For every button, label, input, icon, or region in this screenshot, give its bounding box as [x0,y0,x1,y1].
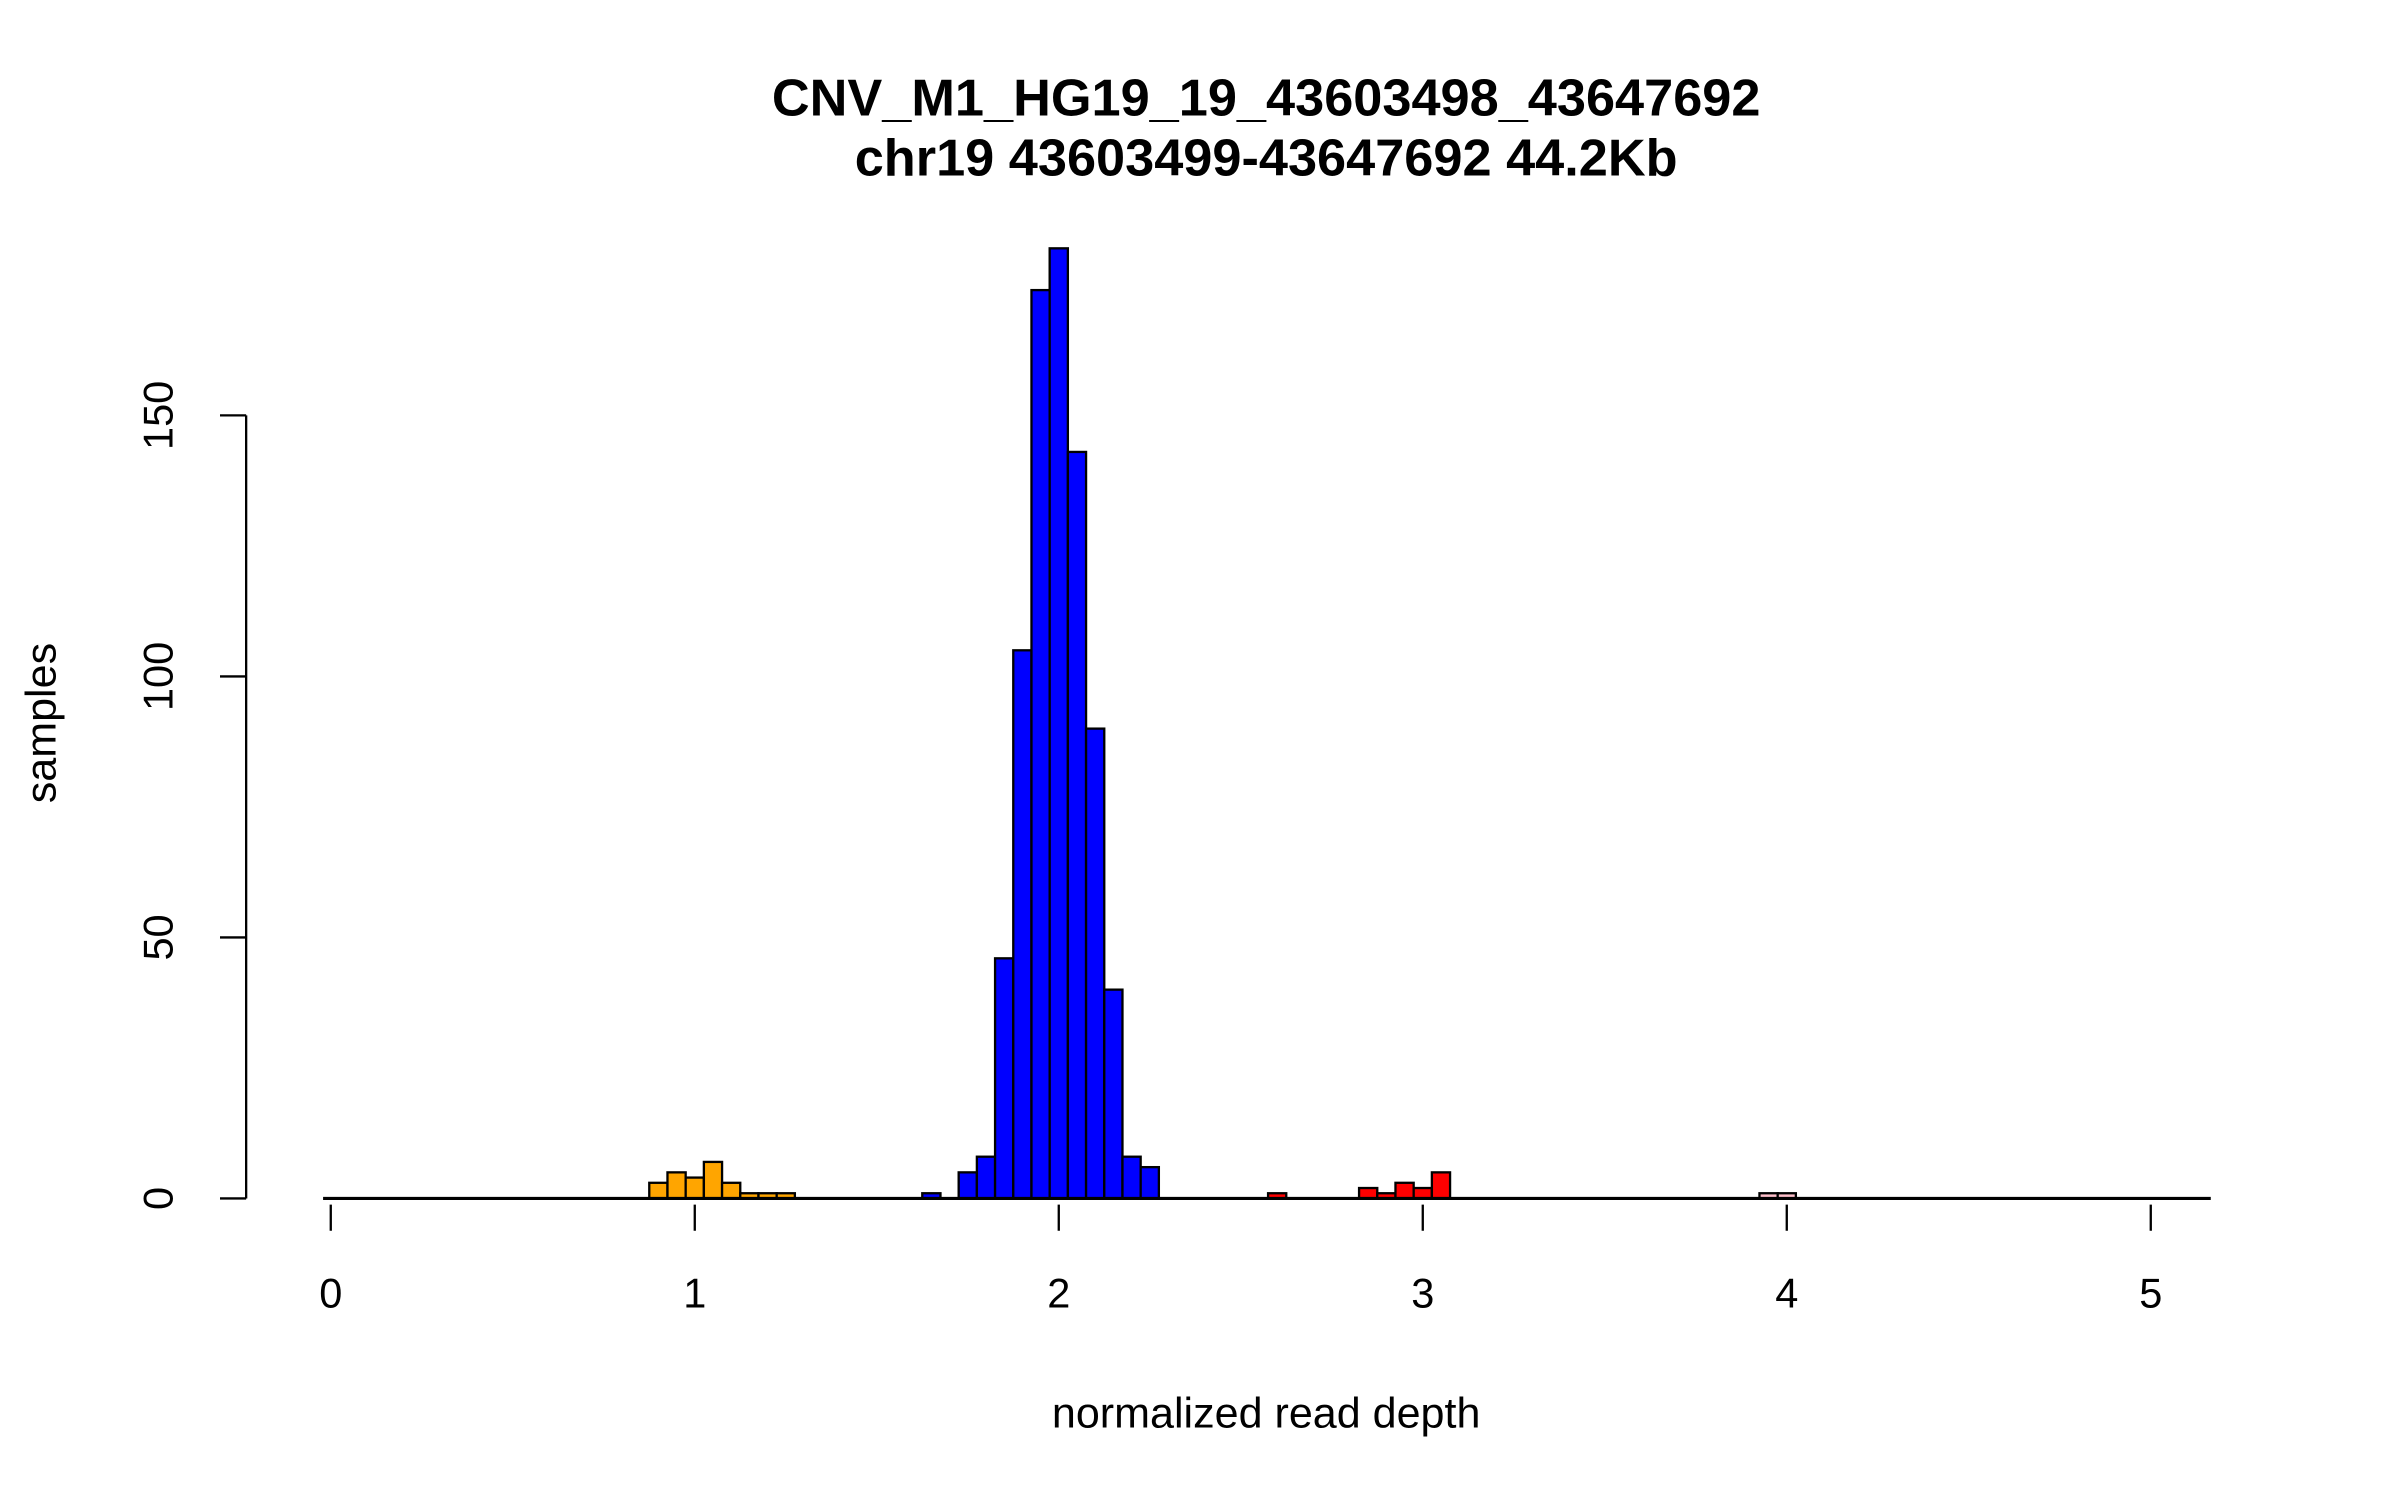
bar [684,1176,706,1200]
bar [1394,1181,1415,1200]
bar [1012,649,1033,1200]
y-axis-label: samples [17,643,65,803]
bar [1412,1186,1434,1200]
x-tick-label: 2 [1047,1270,1070,1317]
y-axis: 0 50 100 150 [134,381,248,1210]
x-axis-label: normalized read depth [1052,1390,1481,1438]
x-tick-label: 5 [2139,1270,2162,1317]
x-tick-label: 1 [683,1270,706,1317]
x-tick-label: 0 [319,1270,342,1317]
x-axis: 0 1 2 3 4 5 [319,1204,2162,1317]
bar [666,1171,687,1200]
bar [957,1171,979,1200]
bar [1030,288,1051,1200]
bar [1103,988,1124,1200]
chart-subtitle: chr19 43603499-43647692 44.2Kb [855,129,1678,187]
bar [1048,247,1070,1200]
bar [1084,727,1106,1200]
bar [993,957,1015,1200]
bar [720,1181,742,1200]
bar [1066,450,1088,1200]
y-tick-label: 0 [134,1187,181,1210]
y-tick-label: 100 [134,642,181,711]
chart-title: CNV_M1_HG19_19_43603498_43647692 [772,69,1761,127]
bar [702,1160,724,1200]
y-tick-label: 50 [134,914,181,960]
bar [1121,1155,1142,1200]
bars [648,247,1798,1200]
bar [1139,1165,1161,1200]
bar [1357,1186,1379,1200]
y-tick-label: 150 [134,381,181,450]
bar [648,1181,669,1200]
bar [975,1155,997,1200]
x-tick-label: 4 [1775,1270,1798,1317]
bar [1430,1171,1452,1200]
x-tick-label: 3 [1411,1270,1434,1317]
